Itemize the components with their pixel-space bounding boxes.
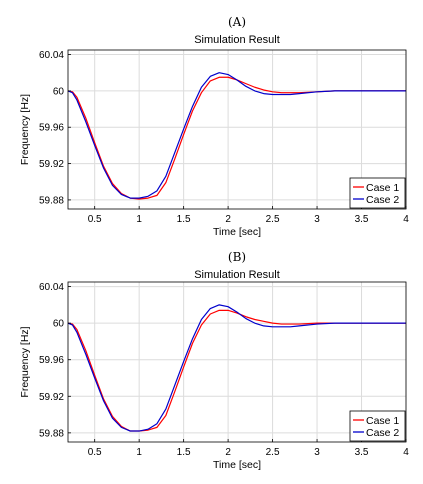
series-line-case-1 <box>67 76 406 200</box>
x-tick-label: 1.5 <box>177 214 191 225</box>
x-tick-label: 3.5 <box>355 214 369 225</box>
y-axis-label: Frequency [Hz] <box>19 326 31 397</box>
legend-label: Case 2 <box>366 427 399 439</box>
legend-box <box>349 410 406 442</box>
x-tick-label: 2.5 <box>266 447 280 458</box>
chart-title: Simulation Result <box>194 269 280 281</box>
y-tick-label: 60.04 <box>39 282 64 293</box>
panel-label: (B) <box>228 250 246 264</box>
x-tick-label: 0.5 <box>88 447 102 458</box>
y-tick-label: 59.88 <box>39 195 64 206</box>
x-tick-label: 2 <box>225 214 231 225</box>
series-line-case-1 <box>67 309 406 432</box>
y-axis-label: Frequency [Hz] <box>19 94 31 165</box>
axes-frame <box>67 49 407 210</box>
x-tick-label: 3 <box>314 447 320 458</box>
x-tick-label: 3.5 <box>355 447 369 458</box>
x-tick-label: 1 <box>136 214 142 225</box>
chart-panel-2: (B) Simulation Result 0.5 1 1.5 2 2.5 3 3.5 4 59.8… <box>19 250 409 471</box>
series-line-case-2 <box>67 72 406 199</box>
legend-label: Case 1 <box>366 415 399 427</box>
chart-title: Simulation Result <box>194 34 280 46</box>
x-tick-label: 1 <box>136 447 142 458</box>
y-tick-label: 59.92 <box>39 392 64 403</box>
x-tick-label: 3 <box>314 214 320 225</box>
y-tick-label: 59.96 <box>39 355 64 366</box>
panel-label: (A) <box>228 15 246 29</box>
legend-label: Case 1 <box>366 182 399 194</box>
x-tick-label: 4 <box>403 447 409 458</box>
x-tick-label: 2.5 <box>266 214 280 225</box>
y-tick-label: 60 <box>53 86 65 97</box>
axes-frame <box>67 281 407 443</box>
x-tick-label: 1.5 <box>177 447 191 458</box>
chart-panel-1: (A) Simulation Result 0.5 1 1.5 2 2.5 3 3.5 4 59.8… <box>19 15 409 238</box>
y-tick-label: 60.04 <box>39 50 64 61</box>
legend-label: Case 2 <box>366 194 399 206</box>
y-tick-label: 59.88 <box>39 428 64 439</box>
x-tick-label: 2 <box>225 447 231 458</box>
x-tick-label: 0.5 <box>88 214 102 225</box>
x-tick-label: 4 <box>403 214 409 225</box>
x-axis-label: Time [sec] <box>213 459 261 471</box>
y-tick-label: 60 <box>53 319 65 330</box>
y-tick-label: 59.96 <box>39 123 64 134</box>
series-line-case-2 <box>67 304 406 432</box>
y-tick-label: 59.92 <box>39 159 64 170</box>
legend-box <box>349 177 406 209</box>
x-axis-label: Time [sec] <box>213 226 261 238</box>
